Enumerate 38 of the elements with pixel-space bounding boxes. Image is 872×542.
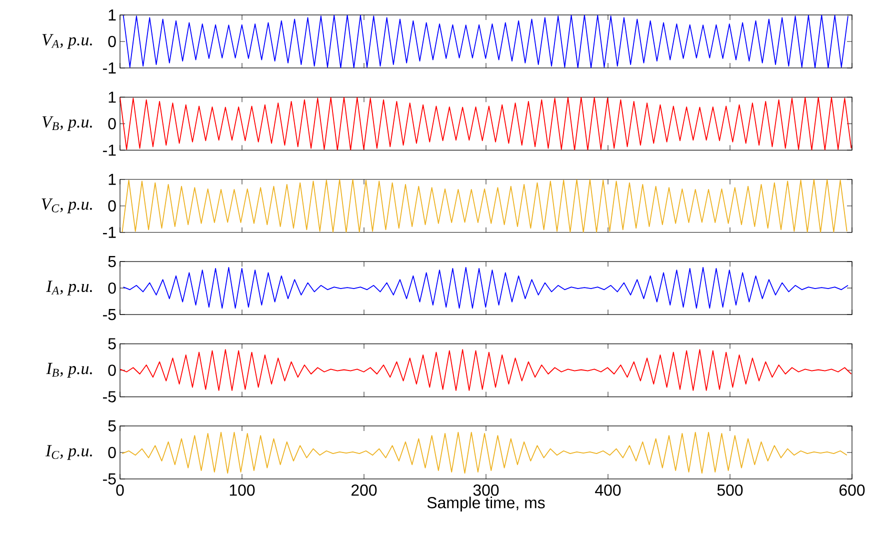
y-axis-title: I$_{B}$, p.u. xyxy=(46,362,92,378)
x-tick-label: 400 xyxy=(595,484,621,496)
y-tick-label: 5 xyxy=(108,338,116,350)
line-series xyxy=(120,97,852,150)
y-axis-title: V$_{A}$, p.u. xyxy=(42,34,92,49)
y-tick-label: 1 xyxy=(108,174,116,185)
y-tick-label: 0 xyxy=(108,446,116,458)
y-tick-label: 5 xyxy=(108,256,116,268)
y-tick-label: 5 xyxy=(108,420,116,432)
x-tick-label: 0 xyxy=(116,484,124,496)
y-tick-label: 0 xyxy=(108,36,116,48)
y-tick-label: -5 xyxy=(103,309,116,320)
y-tick-label: 1 xyxy=(108,92,116,103)
y-tick-label: -1 xyxy=(103,226,116,238)
line-series xyxy=(122,179,848,232)
line-series xyxy=(122,266,848,309)
line-series xyxy=(122,14,848,68)
x-tick-label: 200 xyxy=(352,484,377,496)
line-series xyxy=(120,349,852,391)
x-axis-title: Sample time, ms xyxy=(427,496,545,512)
line-series xyxy=(122,432,848,474)
y-tick-label: 0 xyxy=(108,364,116,376)
y-tick-label: -1 xyxy=(103,62,116,74)
y-tick-label: 0 xyxy=(108,200,116,212)
y-axis-title: I$_{C}$, p.u. xyxy=(45,445,92,460)
y-axis-title: V$_{B}$, p.u. xyxy=(42,116,92,132)
y-tick-label: 0 xyxy=(108,282,116,294)
y-tick-label: -5 xyxy=(103,391,116,402)
x-tick-label: 300 xyxy=(473,484,499,496)
y-tick-label: -5 xyxy=(103,473,116,485)
y-tick-label: 1 xyxy=(108,9,116,20)
y-tick-label: -1 xyxy=(103,144,116,156)
x-tick-label: 500 xyxy=(717,484,743,496)
y-tick-label: 0 xyxy=(108,118,116,130)
y-axis-title: I$_{A}$, p.u. xyxy=(46,280,92,296)
x-tick-label: 100 xyxy=(230,484,255,496)
y-axis-title: V$_{C}$, p.u. xyxy=(42,198,92,214)
x-tick-label: 600 xyxy=(840,484,865,496)
